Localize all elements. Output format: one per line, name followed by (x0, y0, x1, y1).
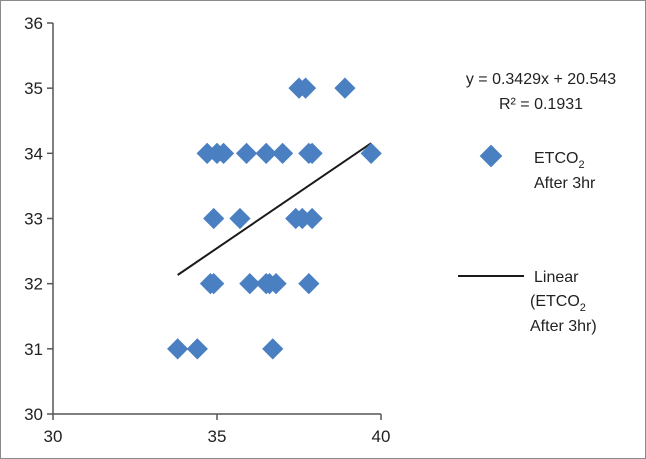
trendline-r-squared: R² = 0.1931 (499, 96, 583, 113)
trendline (177, 142, 372, 276)
legend-trendline-line2: (ETCO2 (530, 293, 586, 314)
legend-trendline-line3: After 3hr) (530, 318, 597, 335)
trendline-group (177, 142, 372, 276)
data-point (301, 142, 323, 164)
points-group (167, 77, 382, 360)
legend-trendline-line1: Linear (534, 269, 579, 286)
x-tick-label: 40 (372, 427, 391, 446)
y-tick-label: 34 (24, 144, 43, 163)
legend-series-main: ETCO (534, 150, 578, 167)
y-tick-label: 36 (24, 14, 43, 33)
data-point (229, 207, 251, 230)
legend-trendline-main: (ETCO (530, 293, 580, 310)
legend-series-sub: 2 (578, 159, 584, 171)
data-point (334, 77, 356, 99)
legend: ETCO2 After 3hr Linear (ETCO2 After 3hr) (458, 144, 597, 335)
y-tick-label: 30 (24, 405, 43, 424)
data-point (203, 207, 225, 230)
data-point (360, 142, 382, 164)
legend-trendline-sub: 2 (580, 302, 586, 314)
legend-marker (479, 144, 503, 168)
trendline-equation: y = 0.3429x + 20.543 (466, 71, 616, 88)
data-point (203, 273, 225, 295)
data-point (186, 338, 208, 360)
legend-series-line2: After 3hr (534, 175, 596, 192)
data-point (298, 273, 320, 295)
data-point (262, 338, 284, 360)
x-tick-label: 30 (44, 427, 63, 446)
y-tick-label: 33 (24, 210, 43, 229)
data-point (271, 142, 294, 164)
y-tick-label: 32 (24, 275, 43, 294)
legend-series-label: ETCO2 (534, 150, 585, 171)
data-point (212, 142, 235, 164)
data-point (235, 142, 258, 164)
axes: 30 31 32 33 34 35 36 30 35 40 (24, 14, 390, 446)
data-point (167, 338, 189, 360)
y-tick-label: 31 (24, 340, 43, 359)
x-tick-label: 35 (208, 427, 227, 446)
y-tick-label: 35 (24, 79, 43, 98)
